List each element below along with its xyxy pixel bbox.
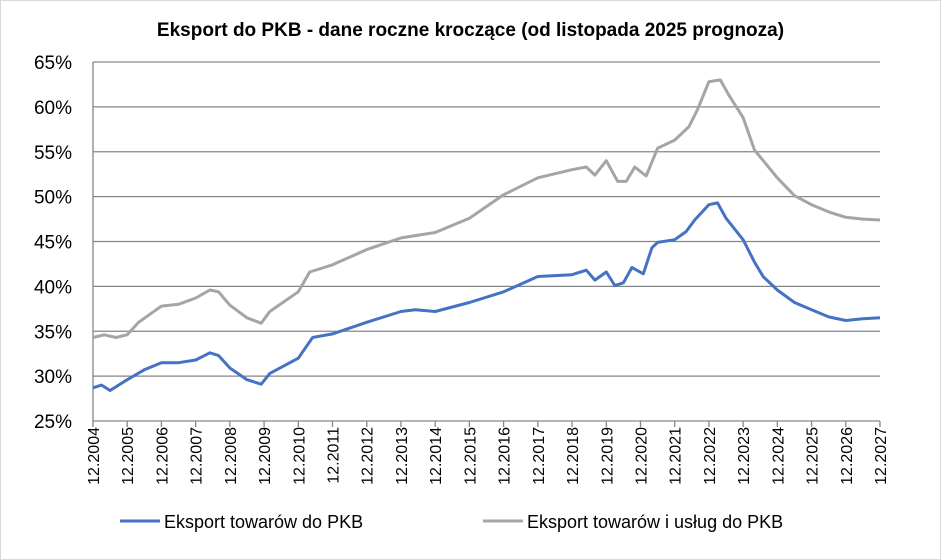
x-tick-label: 12.2010 [291, 427, 308, 485]
x-tick-label: 12.2020 [633, 427, 650, 485]
x-tick-label: 12.2009 [257, 427, 274, 485]
legend-label-1: Eksport towarów do PKB [164, 512, 363, 532]
x-tick-label: 12.2026 [839, 427, 856, 485]
x-tick-label: 12.2005 [120, 427, 137, 485]
legend-label-2: Eksport towarów i usług do PKB [527, 512, 783, 532]
y-tick-label: 65% [34, 53, 72, 74]
x-tick-label: 12.2024 [770, 427, 787, 485]
x-tick-label: 12.2006 [154, 427, 171, 485]
y-tick-label: 30% [34, 367, 72, 388]
x-tick-label: 12.2011 [326, 427, 343, 484]
x-tick-label: 12.2018 [565, 427, 582, 485]
y-tick-label: 25% [34, 412, 72, 433]
x-tick-label: 12.2007 [189, 427, 206, 485]
x-tick-label: 12.2014 [428, 427, 445, 485]
y-tick-label: 35% [34, 322, 72, 343]
y-tick-label: 45% [34, 233, 72, 254]
x-tick-label: 12.2022 [702, 427, 719, 485]
x-tick-label: 12.2012 [360, 427, 377, 485]
x-tick-label: 12.2025 [805, 427, 822, 485]
x-tick-label: 12.2019 [599, 427, 616, 485]
x-tick-label: 12.2016 [497, 427, 514, 485]
y-tick-label: 40% [34, 277, 72, 298]
x-tick-label: 12.2013 [394, 427, 411, 485]
y-tick-label: 50% [34, 188, 72, 209]
series-line-2 [92, 78, 881, 339]
x-tick-label: 12.2008 [223, 427, 240, 485]
y-tick-label: 55% [34, 143, 72, 164]
y-tick-label: 60% [34, 98, 72, 119]
chart-title: Eksport do PKB - dane roczne kroczące (o… [156, 20, 785, 41]
x-tick-label: 12.2027 [873, 427, 890, 485]
x-tick-label: 12.2023 [736, 427, 753, 485]
x-tick-label: 12.2015 [462, 427, 479, 485]
x-tick-label: 12.2017 [531, 427, 548, 485]
x-tick-label: 12.2021 [668, 427, 685, 485]
series-line-1 [92, 201, 881, 392]
x-tick-label: 12.2004 [86, 427, 103, 485]
